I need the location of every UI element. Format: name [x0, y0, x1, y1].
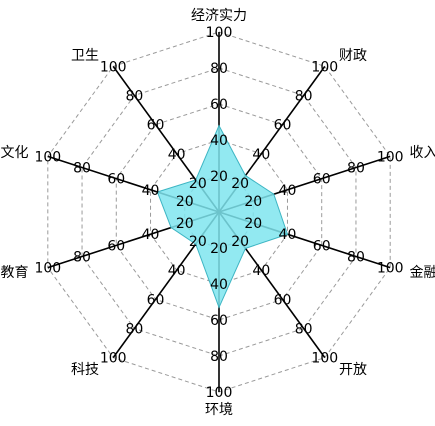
tick-label: 80 — [347, 249, 365, 265]
radar-series — [156, 124, 289, 309]
tick-label: 40 — [168, 147, 186, 163]
tick-label: 80 — [73, 249, 91, 265]
tick-labels: 2040608010020406080100204060801002040608… — [34, 25, 403, 401]
axis-label: 收入 — [410, 145, 435, 161]
tick-label: 20 — [176, 194, 194, 210]
tick-label: 80 — [125, 321, 143, 337]
tick-label: 20 — [176, 216, 194, 232]
tick-label: 60 — [147, 292, 165, 308]
tick-label: 100 — [206, 385, 233, 401]
tick-label: 80 — [73, 161, 91, 177]
axis-label: 金融 — [410, 265, 435, 281]
tick-label: 80 — [295, 89, 313, 105]
axis-label: 文化 — [0, 145, 28, 161]
tick-label: 20 — [189, 234, 207, 250]
tick-label: 60 — [210, 97, 228, 113]
axis-label: 开放 — [339, 362, 367, 378]
axis-label: 经济实力 — [191, 8, 247, 24]
tick-label: 20 — [189, 176, 207, 192]
tick-label: 80 — [125, 89, 143, 105]
tick-label: 100 — [377, 149, 404, 165]
grid-ring-60 — [115, 103, 323, 321]
tick-label: 20 — [210, 241, 228, 257]
tick-label: 40 — [279, 183, 297, 199]
tick-label: 60 — [274, 292, 292, 308]
tick-label: 80 — [295, 321, 313, 337]
tick-label: 80 — [210, 61, 228, 77]
tick-label: 80 — [210, 349, 228, 365]
tick-label: 100 — [34, 149, 61, 165]
tick-label: 40 — [252, 263, 270, 279]
tick-label: 100 — [311, 351, 338, 367]
tick-label: 100 — [377, 261, 404, 277]
tick-label: 20 — [231, 234, 249, 250]
tick-label: 60 — [313, 238, 331, 254]
tick-label: 100 — [100, 351, 127, 367]
tick-label: 40 — [142, 227, 160, 243]
axis-label: 环境 — [205, 402, 233, 418]
tick-label: 40 — [210, 277, 228, 293]
tick-label: 40 — [142, 183, 160, 199]
tick-label: 60 — [313, 172, 331, 188]
axis-label: 卫生 — [71, 48, 99, 64]
tick-label: 60 — [107, 238, 125, 254]
tick-label: 60 — [107, 172, 125, 188]
tick-label: 40 — [279, 227, 297, 243]
axis-label: 财政 — [339, 48, 367, 64]
tick-label: 40 — [210, 133, 228, 149]
tick-label: 100 — [100, 59, 127, 75]
tick-label: 60 — [147, 118, 165, 134]
axis-label: 教育 — [0, 265, 28, 281]
tick-label: 20 — [210, 169, 228, 185]
tick-label: 60 — [274, 118, 292, 134]
tick-label: 20 — [231, 176, 249, 192]
tick-label: 100 — [206, 25, 233, 41]
tick-label: 40 — [252, 147, 270, 163]
tick-label: 20 — [244, 216, 262, 232]
tick-label: 100 — [34, 261, 61, 277]
tick-label: 60 — [210, 313, 228, 329]
axis-label: 科技 — [71, 362, 99, 378]
tick-label: 100 — [311, 59, 338, 75]
tick-label: 40 — [168, 263, 186, 279]
tick-label: 20 — [244, 194, 262, 210]
tick-label: 80 — [347, 161, 365, 177]
